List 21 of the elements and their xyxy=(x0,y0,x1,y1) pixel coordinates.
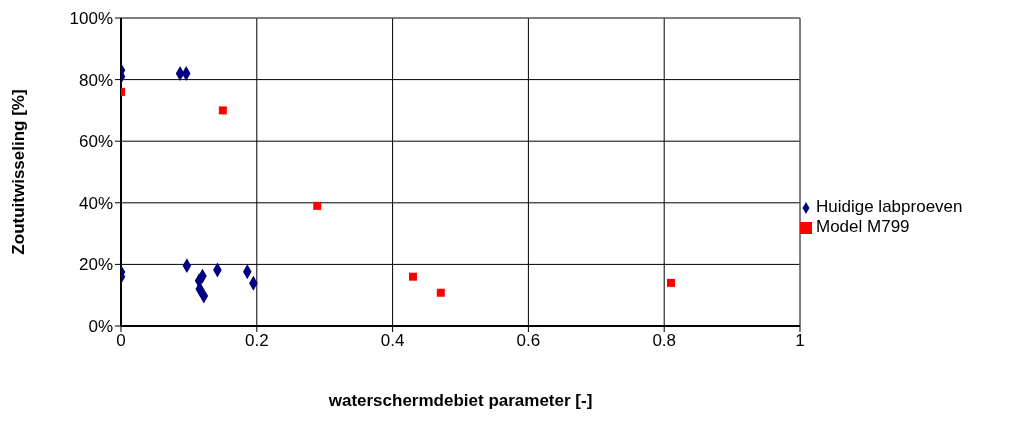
x-axis-title: waterschermdebiet parameter [-] xyxy=(327,391,593,410)
x-tick-label: 1 xyxy=(795,331,805,351)
y-tick-label: 0% xyxy=(88,317,113,337)
point xyxy=(666,278,675,287)
y-tick-label: 100% xyxy=(69,9,113,29)
legend-label: Huidige labproeven xyxy=(816,197,963,216)
x-tick-label: 0.2 xyxy=(244,331,269,351)
y-tick-label: 80% xyxy=(78,70,113,90)
x-tick-label: 0.8 xyxy=(652,331,677,351)
y-tick-label: 20% xyxy=(78,255,113,275)
y-axis-title: Zoutuitwisseling [%] xyxy=(9,89,29,255)
y-tick-label: 40% xyxy=(78,193,113,213)
point xyxy=(218,106,227,115)
x-tick-label: 0.4 xyxy=(380,331,405,351)
y-tick-label: 60% xyxy=(78,132,113,152)
x-tick-label: 0.6 xyxy=(516,331,541,351)
point xyxy=(408,272,417,281)
point xyxy=(436,288,445,297)
x-tick-label: 0 xyxy=(116,331,126,351)
point xyxy=(313,201,322,210)
legend-label: Model M799 xyxy=(816,217,910,236)
